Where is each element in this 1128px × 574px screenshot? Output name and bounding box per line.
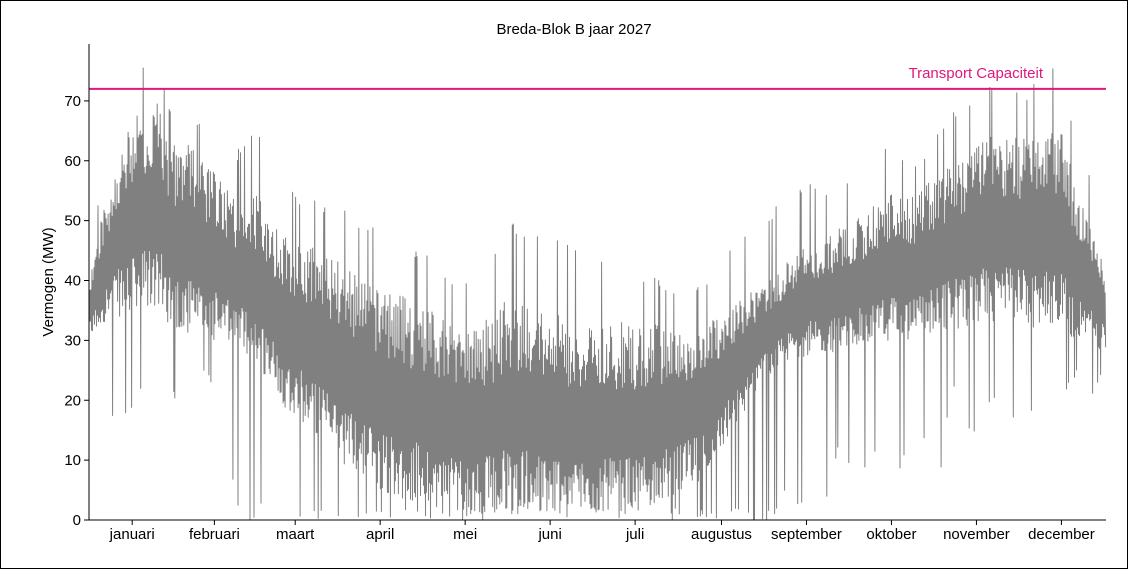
y-tick-label: 50 bbox=[64, 213, 81, 230]
x-tick-label: mei bbox=[453, 526, 477, 543]
transport-capacity-label: Transport Capaciteit bbox=[908, 65, 1043, 82]
x-tick-label: februari bbox=[189, 526, 240, 543]
x-ticks: januari februari maart april mei juni juli augu… bbox=[109, 520, 1095, 543]
x-tick-label: september bbox=[771, 526, 842, 543]
data-layer bbox=[88, 67, 1107, 521]
y-tick-label: 30 bbox=[64, 332, 81, 349]
x-tick-label: juni bbox=[537, 526, 561, 543]
y-tick-label: 60 bbox=[64, 153, 81, 170]
x-tick-label: april bbox=[366, 526, 394, 543]
axis-layer bbox=[88, 44, 1106, 521]
chart-title: Breda-Blok B jaar 2027 bbox=[496, 21, 651, 38]
x-tick-label: maart bbox=[276, 526, 315, 543]
y-tick-label: 40 bbox=[64, 273, 81, 290]
x-tick-label: december bbox=[1028, 526, 1095, 543]
y-tick-label: 20 bbox=[64, 392, 81, 409]
x-tick-label: augustus bbox=[691, 526, 752, 543]
y-tick-label: 70 bbox=[64, 93, 81, 110]
y-axis-label: Vermogen (MW) bbox=[40, 227, 57, 336]
x-tick-label: november bbox=[943, 526, 1010, 543]
reference-layer: Transport Capaciteit bbox=[89, 65, 1106, 90]
x-tick-label: januari bbox=[109, 526, 155, 543]
x-tick-label: juli bbox=[625, 526, 644, 543]
y-tick-label: 0 bbox=[73, 512, 81, 529]
y-ticks: 0 10 20 30 40 50 60 70 bbox=[64, 93, 89, 529]
x-tick-label: oktober bbox=[866, 526, 916, 543]
series-line-vermogen bbox=[88, 67, 1107, 521]
y-tick-label: 10 bbox=[64, 452, 81, 469]
